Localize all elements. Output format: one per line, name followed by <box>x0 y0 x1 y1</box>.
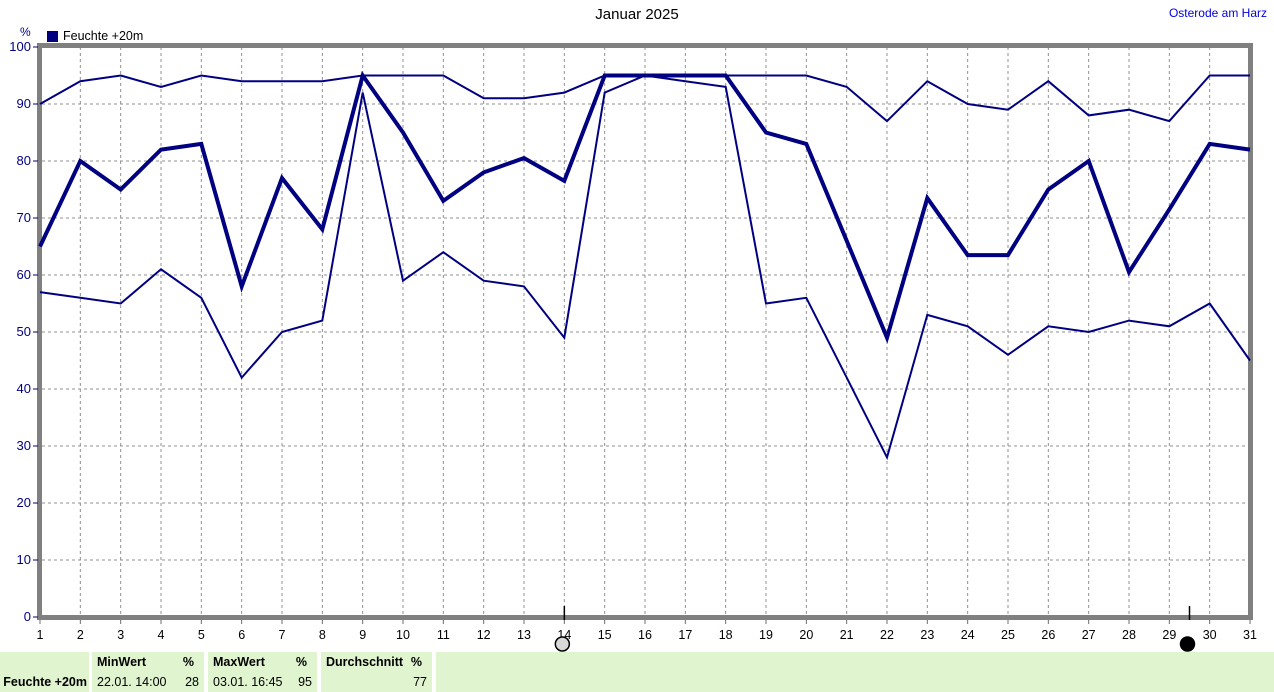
svg-text:9: 9 <box>359 628 366 642</box>
svg-text:12: 12 <box>477 628 491 642</box>
svg-text:27: 27 <box>1082 628 1096 642</box>
y-axis-labels: 0 10 20 30 40 50 60 70 80 90 100 <box>9 39 31 624</box>
svg-text:22: 22 <box>880 628 894 642</box>
svg-text:6: 6 <box>238 628 245 642</box>
min-header: MinWert <box>97 655 147 669</box>
svg-text:7: 7 <box>279 628 286 642</box>
svg-text:28: 28 <box>1122 628 1136 642</box>
svg-text:15: 15 <box>598 628 612 642</box>
stats-table: Feuchte +20m MinWert % 22.01. 14:00 28 M… <box>0 652 1274 692</box>
svg-text:2: 2 <box>77 628 84 642</box>
svg-text:16: 16 <box>638 628 652 642</box>
y-axis-unit-label: % <box>20 25 31 39</box>
svg-text:3: 3 <box>117 628 124 642</box>
min-line <box>39 74 1251 461</box>
svg-text:25: 25 <box>1001 628 1015 642</box>
new-moon-icon <box>1179 636 1196 652</box>
svg-text:40: 40 <box>17 381 31 396</box>
svg-text:30: 30 <box>1203 628 1217 642</box>
svg-text:8: 8 <box>319 628 326 642</box>
max-unit: % <box>295 655 307 669</box>
svg-text:10: 10 <box>17 552 31 567</box>
max-datetime: 03.01. 16:45 <box>213 675 283 689</box>
stats-row-label: Feuchte +20m <box>3 675 87 689</box>
stats-min-cell: MinWert % 22.01. 14:00 28 <box>92 652 204 692</box>
page-title: Januar 2025 <box>595 6 679 23</box>
stats-empty-cell <box>436 652 1274 692</box>
legend: Feuchte +20m <box>47 29 143 43</box>
svg-text:20: 20 <box>17 495 31 510</box>
x-axis-labels: 1 2 3 4 5 6 7 8 9 10 11 12 13 14 15 16 17 18 19 20 21 22 23 24 2… <box>37 628 1257 642</box>
svg-text:90: 90 <box>17 96 31 111</box>
min-value: 28 <box>185 675 199 689</box>
svg-text:30: 30 <box>17 438 31 453</box>
svg-text:18: 18 <box>719 628 733 642</box>
avg-value: 77 <box>413 675 427 689</box>
stats-avg-cell: Durchschnitt % 77 <box>321 652 432 692</box>
stats-max-cell: MaxWert % 03.01. 16:45 95 <box>208 652 317 692</box>
svg-text:31: 31 <box>1243 628 1257 642</box>
svg-text:50: 50 <box>17 324 31 339</box>
svg-text:11: 11 <box>437 628 450 642</box>
max-value: 95 <box>298 675 312 689</box>
station-link[interactable]: Osterode am Harz <box>1168 6 1267 20</box>
svg-text:0: 0 <box>24 609 31 624</box>
svg-text:24: 24 <box>961 628 975 642</box>
min-datetime: 22.01. 14:00 <box>97 675 167 689</box>
legend-label: Feuchte +20m <box>63 29 144 43</box>
min-unit: % <box>182 655 194 669</box>
svg-text:29: 29 <box>1162 628 1176 642</box>
svg-text:13: 13 <box>517 628 531 642</box>
svg-text:10: 10 <box>396 628 410 642</box>
avg-header: Durchschnitt <box>326 655 404 669</box>
svg-text:60: 60 <box>17 267 31 282</box>
axis-ticks <box>33 46 1251 624</box>
avg-unit: % <box>410 655 422 669</box>
plot-border <box>37 43 1253 620</box>
svg-text:19: 19 <box>759 628 773 642</box>
svg-text:1: 1 <box>37 628 44 642</box>
svg-text:23: 23 <box>920 628 934 642</box>
svg-text:70: 70 <box>17 210 31 225</box>
full-moon-icon <box>554 636 571 652</box>
svg-text:5: 5 <box>198 628 205 642</box>
stats-row-label-cell: Feuchte +20m <box>0 652 89 692</box>
full-moon-marker <box>554 606 571 652</box>
svg-text:100: 100 <box>9 39 31 54</box>
legend-color-swatch <box>47 30 58 42</box>
svg-text:17: 17 <box>678 628 692 642</box>
gridlines <box>42 47 1248 615</box>
new-moon-marker <box>1179 606 1196 652</box>
svg-text:80: 80 <box>17 153 31 168</box>
svg-text:26: 26 <box>1041 628 1055 642</box>
svg-text:21: 21 <box>840 628 854 642</box>
svg-text:20: 20 <box>799 628 813 642</box>
svg-text:4: 4 <box>158 628 165 642</box>
max-header: MaxWert <box>213 655 265 669</box>
